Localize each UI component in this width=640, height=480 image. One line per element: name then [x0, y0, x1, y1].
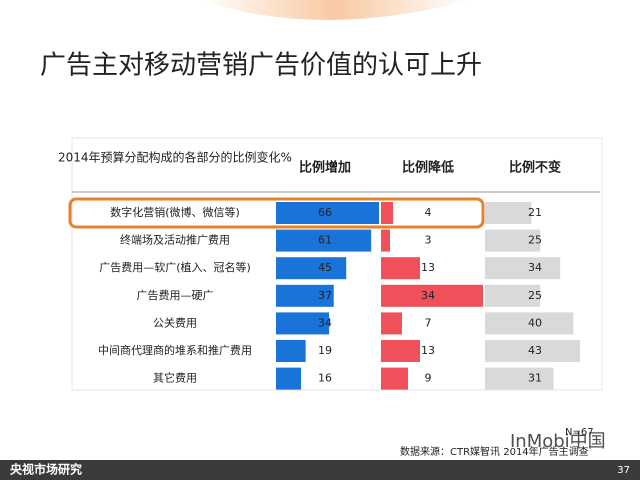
value-label: 43 — [528, 344, 542, 357]
source: 数据来源：CTR媒智讯 2014年广告主调查 — [400, 445, 589, 458]
bar — [485, 367, 554, 390]
value-label: 34 — [528, 261, 542, 274]
value-label: 31 — [528, 372, 542, 385]
row-label: 公关费用 — [153, 315, 197, 329]
value-label: 19 — [318, 344, 332, 357]
table-header: 2014年预算分配构成的各部分的比例变化% — [58, 150, 292, 165]
value-label: 7 — [425, 316, 432, 329]
value-label: 13 — [421, 261, 435, 274]
value-label: 16 — [318, 372, 332, 385]
column-header: 比例不变 — [509, 160, 561, 176]
bar — [485, 202, 532, 224]
value-label: 25 — [528, 289, 542, 302]
highlight-box — [68, 197, 485, 229]
bar — [276, 312, 330, 335]
bar — [485, 257, 561, 280]
value-label: 3 — [425, 234, 432, 247]
bar — [381, 367, 408, 390]
column-header: 比例增加 — [299, 160, 351, 176]
footer-brand: 央视市场研究 — [10, 462, 82, 477]
row-label: 数字化营销(微博、微信等) — [110, 205, 240, 219]
value-label: 66 — [318, 206, 332, 219]
bar — [276, 229, 372, 252]
page-number: 37 — [617, 465, 630, 476]
value-label: 13 — [421, 344, 435, 357]
slide-title: 广告主对移动营销广告价值的认可上升 — [40, 51, 482, 81]
row-label: 广告费用—软广(植入、冠名等) — [99, 260, 251, 274]
bar — [381, 312, 402, 335]
sample-note: N=67 — [565, 427, 594, 438]
bar — [381, 257, 420, 280]
bar — [276, 284, 334, 307]
value-label: 45 — [318, 261, 332, 274]
row-label: 中间商代理商的堆系和推广费用 — [98, 343, 252, 357]
footer-bar — [0, 460, 640, 480]
decor — [200, 0, 470, 20]
value-label: 9 — [425, 372, 432, 385]
bar — [485, 312, 574, 335]
value-label: 34 — [421, 289, 435, 302]
row-label: 广告费用—硬广 — [137, 289, 214, 302]
value-label: 37 — [318, 289, 332, 302]
row-label: 终端场及活动推广费用 — [120, 233, 230, 247]
bar — [485, 284, 541, 307]
watermark: InMobi中国 — [510, 431, 606, 452]
bar — [276, 367, 301, 390]
column-header: 比例降低 — [402, 160, 454, 176]
bar — [485, 340, 580, 362]
bar — [381, 202, 393, 224]
bar — [381, 284, 483, 307]
row-label: 其它费用 — [153, 371, 197, 385]
bar — [276, 202, 379, 224]
bar — [276, 340, 306, 362]
bar — [485, 229, 541, 252]
value-label: 61 — [318, 234, 332, 247]
bar — [276, 257, 347, 280]
value-label: 25 — [528, 234, 542, 247]
value-label: 21 — [528, 206, 542, 219]
value-label: 4 — [425, 206, 432, 219]
value-label: 34 — [318, 316, 332, 329]
bar — [381, 340, 420, 362]
bar — [381, 229, 390, 252]
value-label: 40 — [528, 316, 542, 329]
